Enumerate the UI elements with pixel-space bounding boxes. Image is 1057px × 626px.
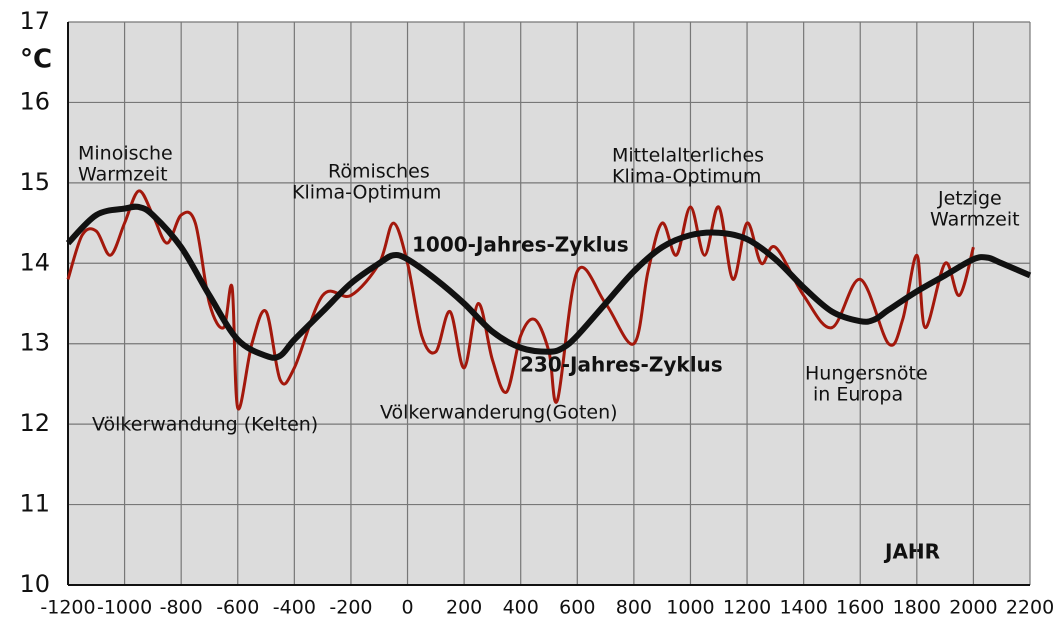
x-tick-label: 200: [446, 597, 482, 619]
annotation: Warmzeit: [930, 209, 1020, 231]
annotation: in Europa: [813, 384, 903, 406]
y-tick-label: 14: [19, 248, 50, 276]
x-tick-label: 0: [401, 597, 413, 619]
x-tick-label: 400: [503, 597, 539, 619]
x-tick-label: -400: [273, 597, 316, 619]
annotation: Hungersnöte: [805, 363, 928, 385]
annotation: Minoische: [78, 143, 173, 165]
x-tick-label: -1000: [97, 597, 152, 619]
series-label: 1000-Jahres-Zyklus: [412, 233, 629, 257]
annotation: Klima-Optimum: [612, 166, 761, 188]
x-tick-label: -800: [160, 597, 203, 619]
y-tick-label: 12: [19, 409, 50, 437]
x-tick-label: -600: [216, 597, 259, 619]
x-tick-label: 2200: [1006, 597, 1054, 619]
y-tick-label: 11: [19, 490, 50, 518]
annotation: Mittelalterliches: [612, 145, 764, 167]
x-tick-label: 1400: [779, 597, 827, 619]
y-axis-label: °C: [20, 45, 52, 75]
x-tick-label: 1800: [893, 597, 941, 619]
y-tick-label: 17: [19, 7, 50, 35]
y-tick-label: 13: [19, 329, 50, 357]
x-tick-label: 600: [559, 597, 595, 619]
x-tick-label: -1200: [40, 597, 95, 619]
y-tick-label: 16: [19, 87, 50, 115]
x-tick-label: 1200: [723, 597, 771, 619]
annotation: Klima-Optimum: [292, 182, 441, 204]
x-axis-label: JAHR: [883, 540, 940, 564]
series-label: 230-Jahres-Zyklus: [520, 353, 723, 377]
x-tick-label: 800: [616, 597, 652, 619]
x-tick-label: 2000: [949, 597, 997, 619]
annotation: Warmzeit: [78, 164, 168, 186]
y-tick-label: 10: [19, 570, 50, 598]
annotation: Völkerwandung (Kelten): [92, 414, 318, 436]
y-tick-label: 15: [19, 168, 50, 196]
x-tick-label: 1600: [836, 597, 884, 619]
x-tick-label: 1000: [666, 597, 714, 619]
annotation: Römisches: [328, 161, 430, 183]
line-series: [65, 203, 1032, 361]
annotation: Jetzige: [937, 188, 1002, 210]
annotation: Völkerwanderung(Goten): [380, 402, 618, 424]
x-tick-label: -200: [329, 597, 372, 619]
